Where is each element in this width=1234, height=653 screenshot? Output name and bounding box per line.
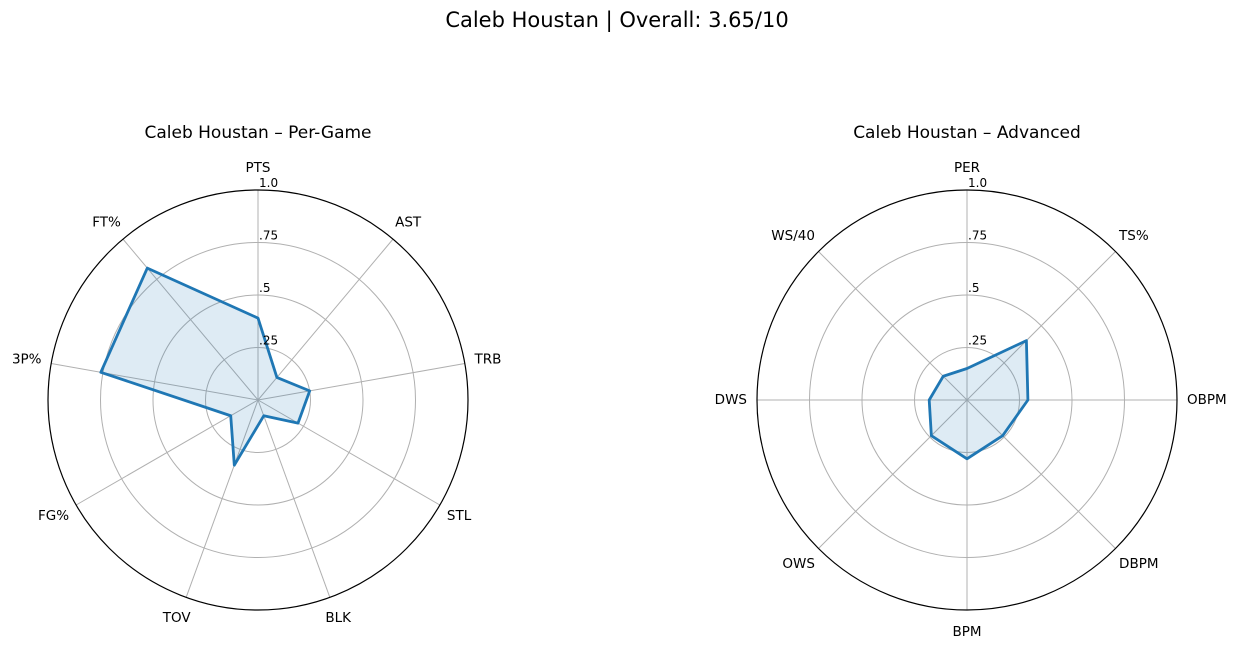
radial-tick-label: 1.0 xyxy=(968,176,987,190)
polar-frame xyxy=(47,189,469,611)
axis-label-dws: DWS xyxy=(715,392,747,408)
grid-spoke xyxy=(257,399,441,506)
axis-label-ts-pct: TS% xyxy=(1118,228,1149,244)
axis-label-stl: STL xyxy=(447,508,472,524)
radial-tick-label: 1.0 xyxy=(259,176,278,190)
axis-label-trb: TRB xyxy=(473,352,501,368)
axis-label-fg-pct: FG% xyxy=(38,508,69,524)
series-line xyxy=(99,266,312,467)
grid-spoke xyxy=(257,238,394,401)
axis-label-bpm: BPM xyxy=(952,624,981,640)
panel-title: Caleb Houstan – Advanced xyxy=(853,123,1081,143)
radial-tick-label: .75 xyxy=(259,229,278,243)
polar-frame xyxy=(756,189,1178,611)
series-area xyxy=(929,340,1028,459)
figure-title: Caleb Houstan | Overall: 3.65/10 xyxy=(445,8,789,32)
grid-spoke xyxy=(818,399,968,549)
axis-label-obpm: OBPM xyxy=(1187,392,1227,408)
grid-spoke xyxy=(257,399,331,598)
axis-label-per: PER xyxy=(954,160,980,176)
axis-label-ws-40: WS/40 xyxy=(771,228,815,244)
radial-tick-label: .25 xyxy=(968,334,987,348)
radial-tick-label: .5 xyxy=(259,281,270,295)
radial-tick-label: .75 xyxy=(968,229,987,243)
axis-label-ows: OWS xyxy=(782,556,815,572)
grid-spoke xyxy=(185,399,259,598)
axis-label-dbpm: DBPM xyxy=(1119,556,1158,572)
axis-label-ft-pct: FT% xyxy=(92,214,121,230)
grid-spoke xyxy=(122,238,259,401)
axis-label-blk: BLK xyxy=(325,610,352,626)
series-area xyxy=(100,268,310,466)
radial-tick-label: .5 xyxy=(968,281,979,295)
axis-label-tov: TOV xyxy=(162,610,192,626)
grid-spoke xyxy=(966,251,1116,401)
grid-spoke xyxy=(257,363,465,401)
axis-label-3p-pct: 3P% xyxy=(12,352,42,368)
grid-spoke xyxy=(51,363,259,401)
axis-label-pts: PTS xyxy=(246,160,271,176)
grid-spoke xyxy=(966,399,1116,549)
radial-tick-label: .25 xyxy=(259,334,278,348)
grid-spoke xyxy=(75,399,259,506)
axis-label-ast: AST xyxy=(395,214,422,230)
panel-title: Caleb Houstan – Per-Game xyxy=(144,123,371,143)
